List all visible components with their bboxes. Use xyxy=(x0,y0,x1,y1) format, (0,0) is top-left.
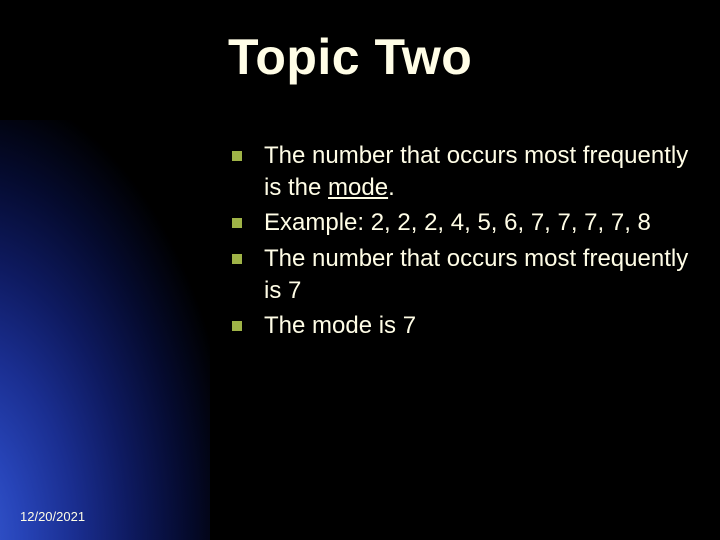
list-item: Example: 2, 2, 2, 4, 5, 6, 7, 7, 7, 7, 8 xyxy=(232,207,692,239)
slide-title: Topic Two xyxy=(228,28,472,86)
bullet-text-post: . xyxy=(388,174,395,201)
bullet-text-pre: The mode is 7 xyxy=(264,312,416,339)
bullet-list: The number that occurs most frequently i… xyxy=(232,140,692,346)
list-item: The mode is 7 xyxy=(232,310,692,342)
slide-content: Topic Two The number that occurs most fr… xyxy=(0,0,720,540)
bullet-icon xyxy=(232,218,242,228)
bullet-text-underlined: mode xyxy=(328,174,388,201)
list-item: The number that occurs most frequently i… xyxy=(232,243,692,306)
footer-date: 12/20/2021 xyxy=(20,509,85,524)
bullet-icon xyxy=(232,254,242,264)
list-item: The number that occurs most frequently i… xyxy=(232,140,692,203)
bullet-text: The number that occurs most frequently i… xyxy=(264,243,692,306)
bullet-text: The number that occurs most frequently i… xyxy=(264,140,692,203)
bullet-icon xyxy=(232,321,242,331)
bullet-text-pre: Example: 2, 2, 2, 4, 5, 6, 7, 7, 7, 7, 8 xyxy=(264,209,651,236)
bullet-text-pre: The number that occurs most frequently i… xyxy=(264,245,688,304)
bullet-text: Example: 2, 2, 2, 4, 5, 6, 7, 7, 7, 7, 8 xyxy=(264,207,692,239)
bullet-text: The mode is 7 xyxy=(264,310,692,342)
bullet-icon xyxy=(232,151,242,161)
